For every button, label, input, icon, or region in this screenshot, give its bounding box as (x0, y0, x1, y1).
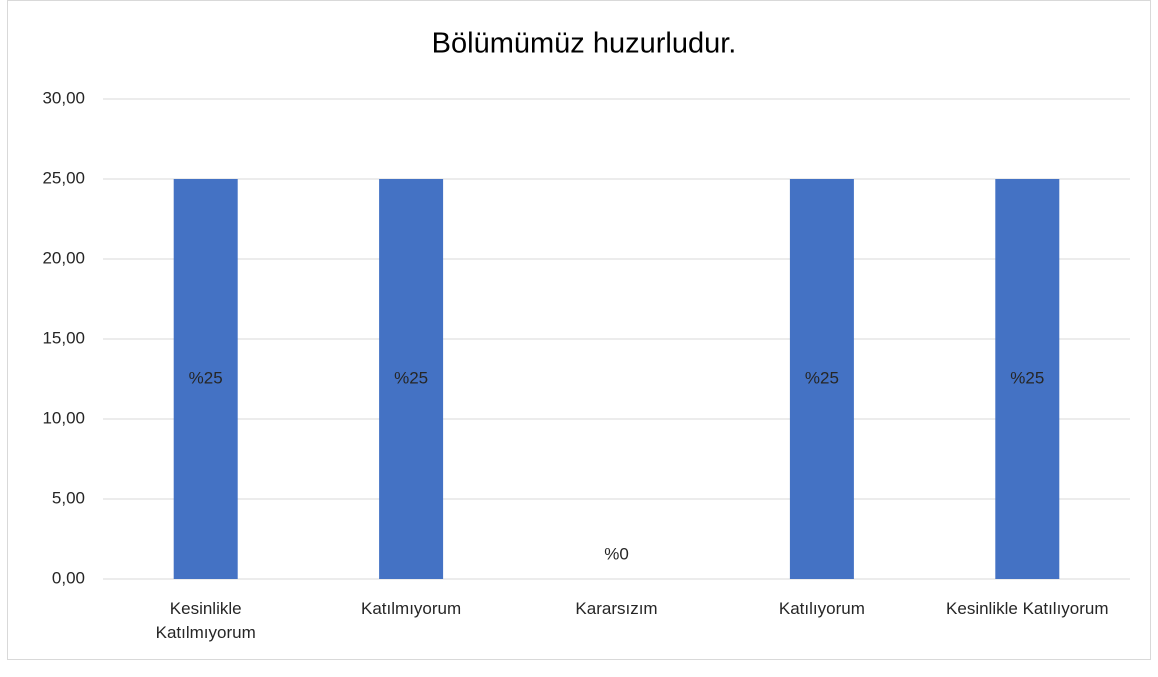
bar (789, 179, 854, 579)
value-label: %25 (189, 368, 223, 387)
y-tick-label: 25,00 (42, 168, 85, 187)
x-tick-label: Kararsızım (575, 599, 658, 618)
bar (173, 179, 238, 579)
y-tick-label: 15,00 (42, 328, 85, 347)
x-tick-label: Kesinlikle Katılmıyorum (155, 599, 256, 642)
value-label: %25 (394, 368, 428, 387)
x-tick-label: Kesinlikle Katılıyorum (946, 599, 1109, 618)
y-tick-label: 20,00 (42, 248, 85, 267)
y-tick-label: 0,00 (52, 568, 85, 587)
bar (379, 179, 444, 579)
x-tick-label: Katılmıyorum (361, 599, 462, 618)
value-label: %0 (604, 544, 629, 563)
y-tick-label: 5,00 (52, 488, 85, 507)
bar (995, 179, 1060, 579)
chart-title: Bölümümüz huzurludur. (432, 28, 737, 60)
y-tick-label: 10,00 (42, 408, 85, 427)
x-tick-label: Katılıyorum (778, 599, 865, 618)
value-label: %25 (1010, 368, 1044, 387)
value-label: %25 (805, 368, 839, 387)
y-tick-label: 30,00 (42, 88, 85, 107)
